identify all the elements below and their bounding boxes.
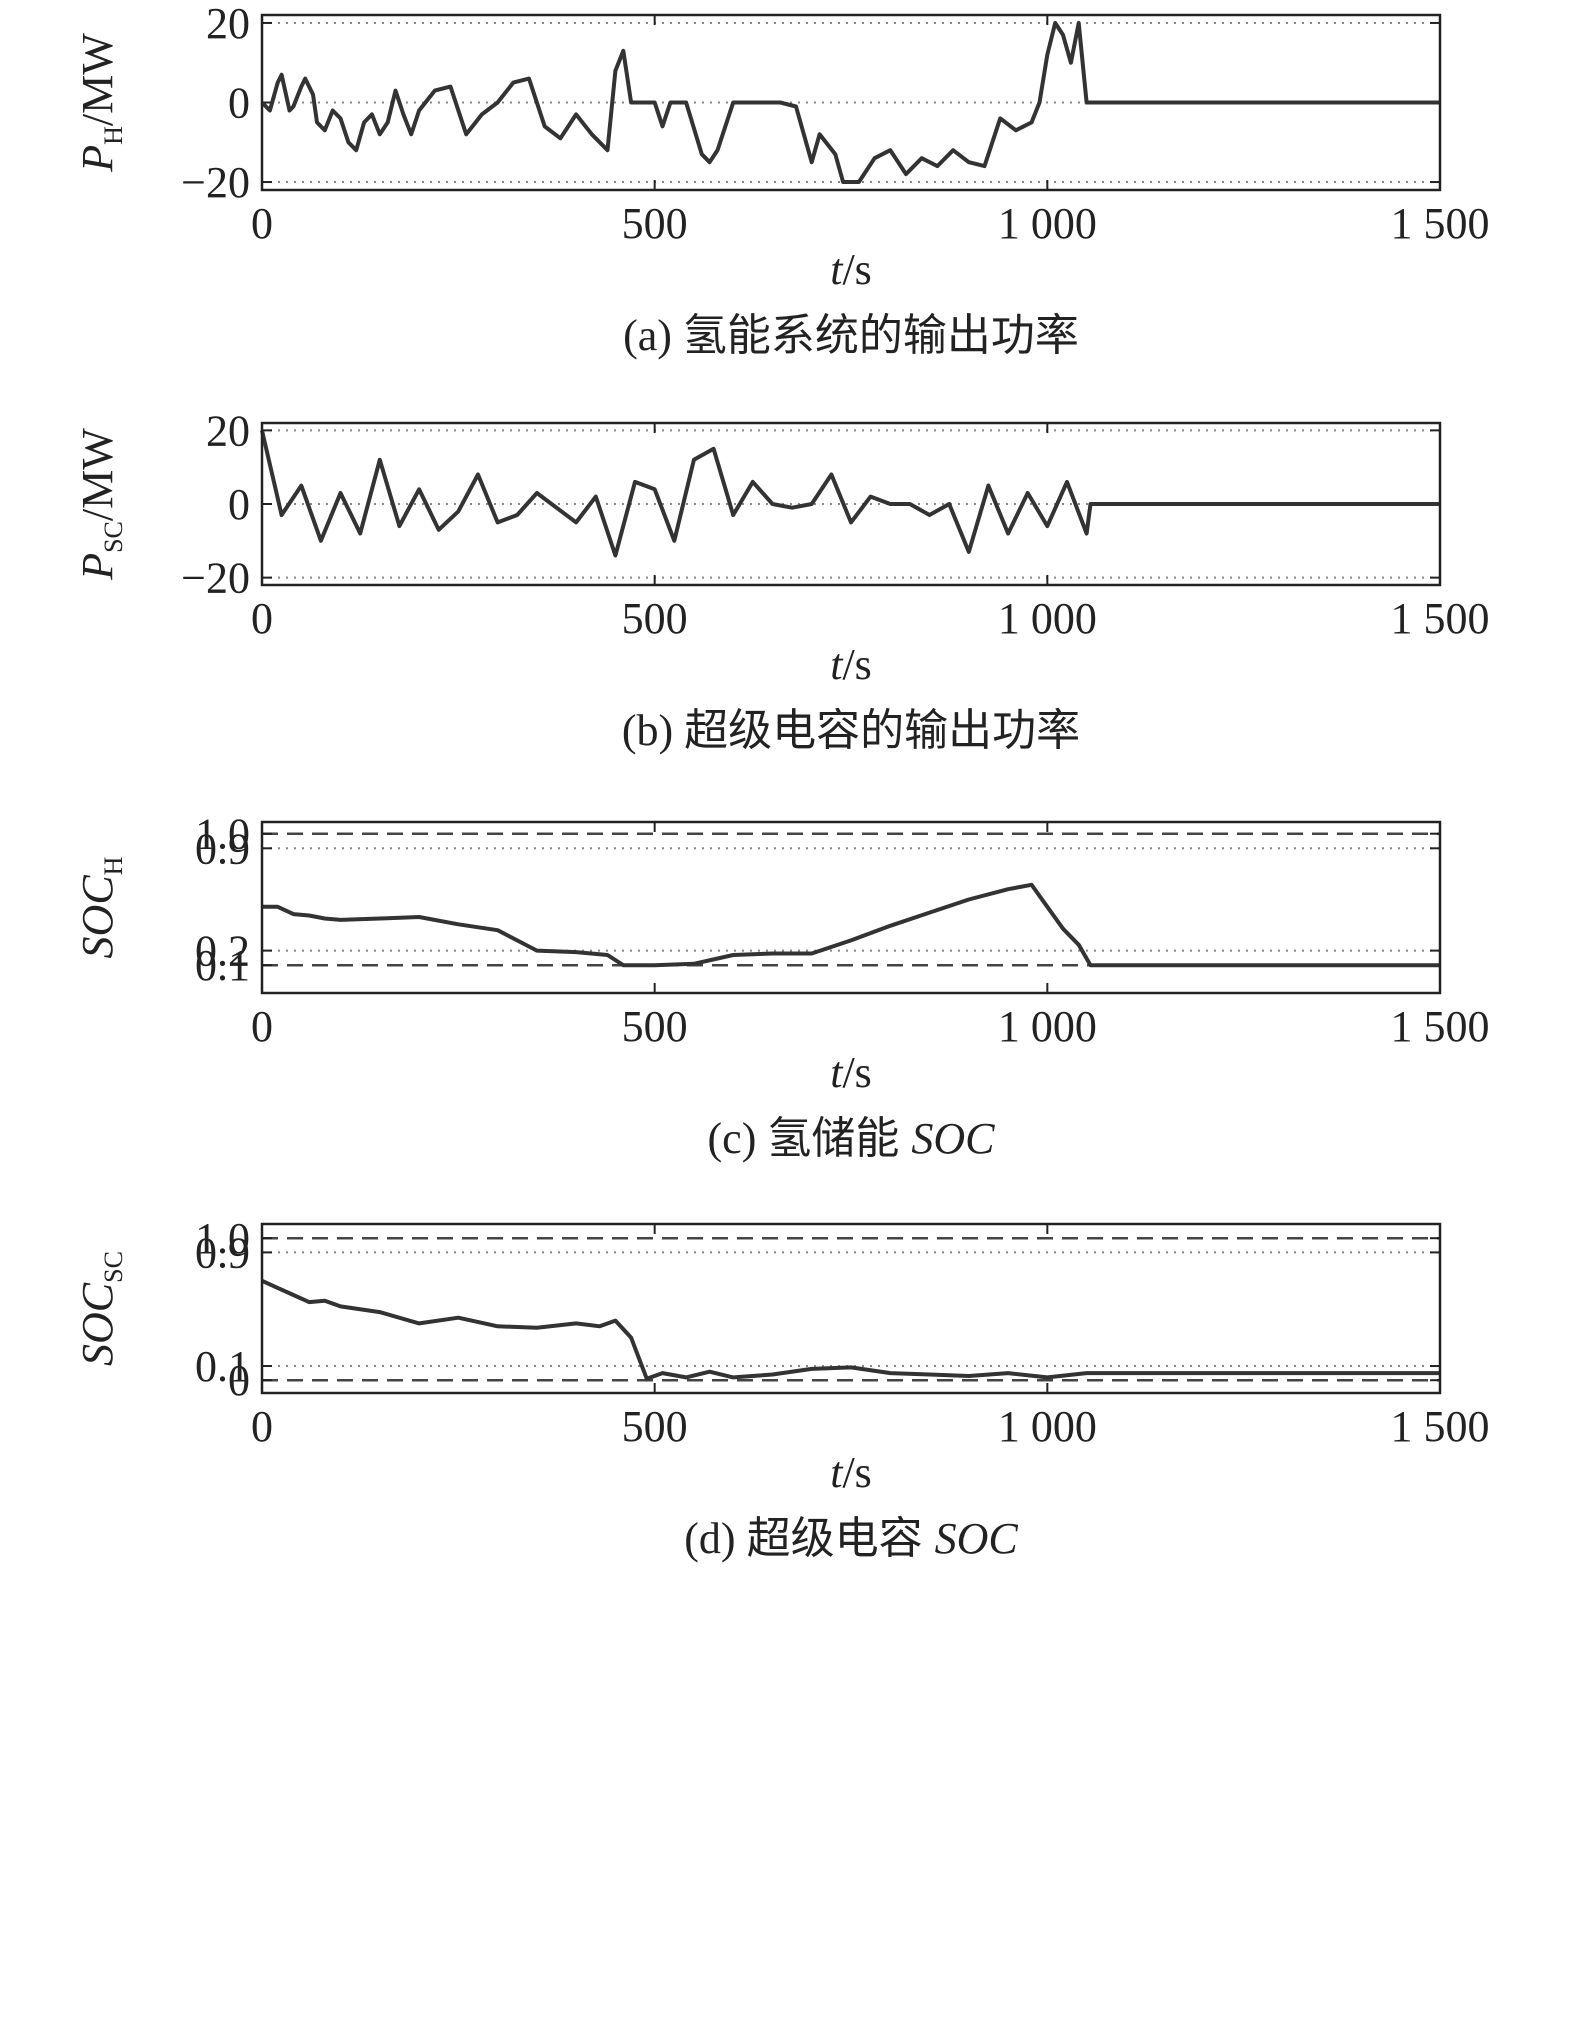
- plot-frame: [260, 13, 1442, 192]
- caption-label: (b) 超级电容的输出功率: [622, 706, 1080, 755]
- y-label-symbol: P: [73, 553, 122, 581]
- x-axis-label: t/s: [830, 640, 872, 689]
- y-label-subscript: SC: [99, 521, 128, 553]
- y-axis-label: SOCH: [73, 856, 128, 958]
- caption-label: (c) 氢储能: [708, 1114, 900, 1163]
- x-tick-label: 0: [251, 1402, 273, 1451]
- y-tick-label: 0.1: [195, 1342, 250, 1391]
- y-tick-label: −20: [181, 158, 250, 207]
- x-tick-label: 0: [251, 1002, 273, 1051]
- y-tick-label: 20: [206, 406, 250, 455]
- x-tick-label: 1 000: [998, 199, 1097, 248]
- x-tick-label: 1 000: [998, 1002, 1097, 1051]
- x-label-unit: /s: [842, 245, 871, 294]
- x-label-unit: /s: [842, 1048, 871, 1097]
- y-label-unit: /MW: [73, 428, 122, 521]
- y-tick-label: 0.9: [195, 824, 250, 873]
- y-tick-label: −20: [181, 554, 250, 603]
- x-tick-label: 1 500: [1391, 199, 1490, 248]
- y-label-subscript: H: [99, 126, 128, 145]
- y-label-symbol: SOC: [73, 875, 122, 959]
- x-label-symbol: t: [830, 1448, 844, 1497]
- caption: (c) 氢储能 SOC: [708, 1114, 996, 1163]
- x-axis-label: t/s: [830, 245, 872, 294]
- y-tick-label: 0.1: [195, 941, 250, 990]
- x-tick-label: 1 000: [998, 594, 1097, 643]
- y-label-subscript: SC: [99, 1251, 128, 1283]
- data-line: [262, 882, 1440, 968]
- x-tick-label: 0: [251, 594, 273, 643]
- caption-symbol: SOC: [911, 1114, 995, 1163]
- x-tick-label: 1 000: [998, 1402, 1097, 1451]
- y-tick-label: 0: [228, 1356, 250, 1405]
- data-line: [260, 429, 1440, 558]
- y-label-symbol: P: [73, 145, 122, 173]
- x-label-symbol: t: [830, 640, 844, 689]
- x-tick-label: 1 500: [1391, 1402, 1490, 1451]
- x-label-symbol: t: [830, 245, 844, 294]
- y-tick-label: 0: [228, 79, 250, 128]
- y-label-symbol: SOC: [73, 1282, 122, 1366]
- y-tick-label: 0.2: [195, 927, 250, 976]
- data-line: [261, 1278, 1440, 1381]
- x-label-unit: /s: [842, 1448, 871, 1497]
- y-axis-label: PH/MW: [73, 33, 128, 173]
- x-tick-label: 1 500: [1391, 594, 1490, 643]
- y-label-subscript: H: [99, 856, 128, 875]
- caption-label: (a) 氢能系统的输出功率: [623, 311, 1079, 360]
- plot-frame: [260, 1222, 1442, 1395]
- x-axis-label: t/s: [830, 1448, 872, 1497]
- plot-frame: [260, 421, 1442, 587]
- y-label-unit: /MW: [73, 33, 122, 126]
- x-tick-label: 500: [622, 1402, 688, 1451]
- x-tick-label: 500: [622, 199, 688, 248]
- data-line: [260, 21, 1440, 184]
- caption-symbol: SOC: [935, 1514, 1019, 1563]
- caption: (a) 氢能系统的输出功率: [623, 311, 1079, 360]
- caption: (d) 超级电容 SOC: [684, 1514, 1018, 1563]
- x-axis-label: t/s: [830, 1048, 872, 1097]
- y-tick-label: 1.0: [195, 810, 250, 859]
- x-tick-label: 500: [622, 594, 688, 643]
- y-tick-label: 0: [228, 480, 250, 529]
- y-axis-label: PSC/MW: [73, 428, 128, 581]
- x-tick-label: 500: [622, 1002, 688, 1051]
- x-tick-label: 1 500: [1391, 1002, 1490, 1051]
- x-label-symbol: t: [830, 1048, 844, 1097]
- plot-frame: [260, 820, 1442, 995]
- x-tick-label: 0: [251, 199, 273, 248]
- x-label-unit: /s: [842, 640, 871, 689]
- caption-label: (d) 超级电容: [684, 1514, 922, 1563]
- y-axis-label: SOCSC: [73, 1251, 128, 1366]
- y-tick-label: 1.0: [195, 1214, 250, 1263]
- y-tick-label: 20: [206, 0, 250, 48]
- y-tick-label: 0.9: [195, 1228, 250, 1277]
- caption: (b) 超级电容的输出功率: [622, 706, 1080, 755]
